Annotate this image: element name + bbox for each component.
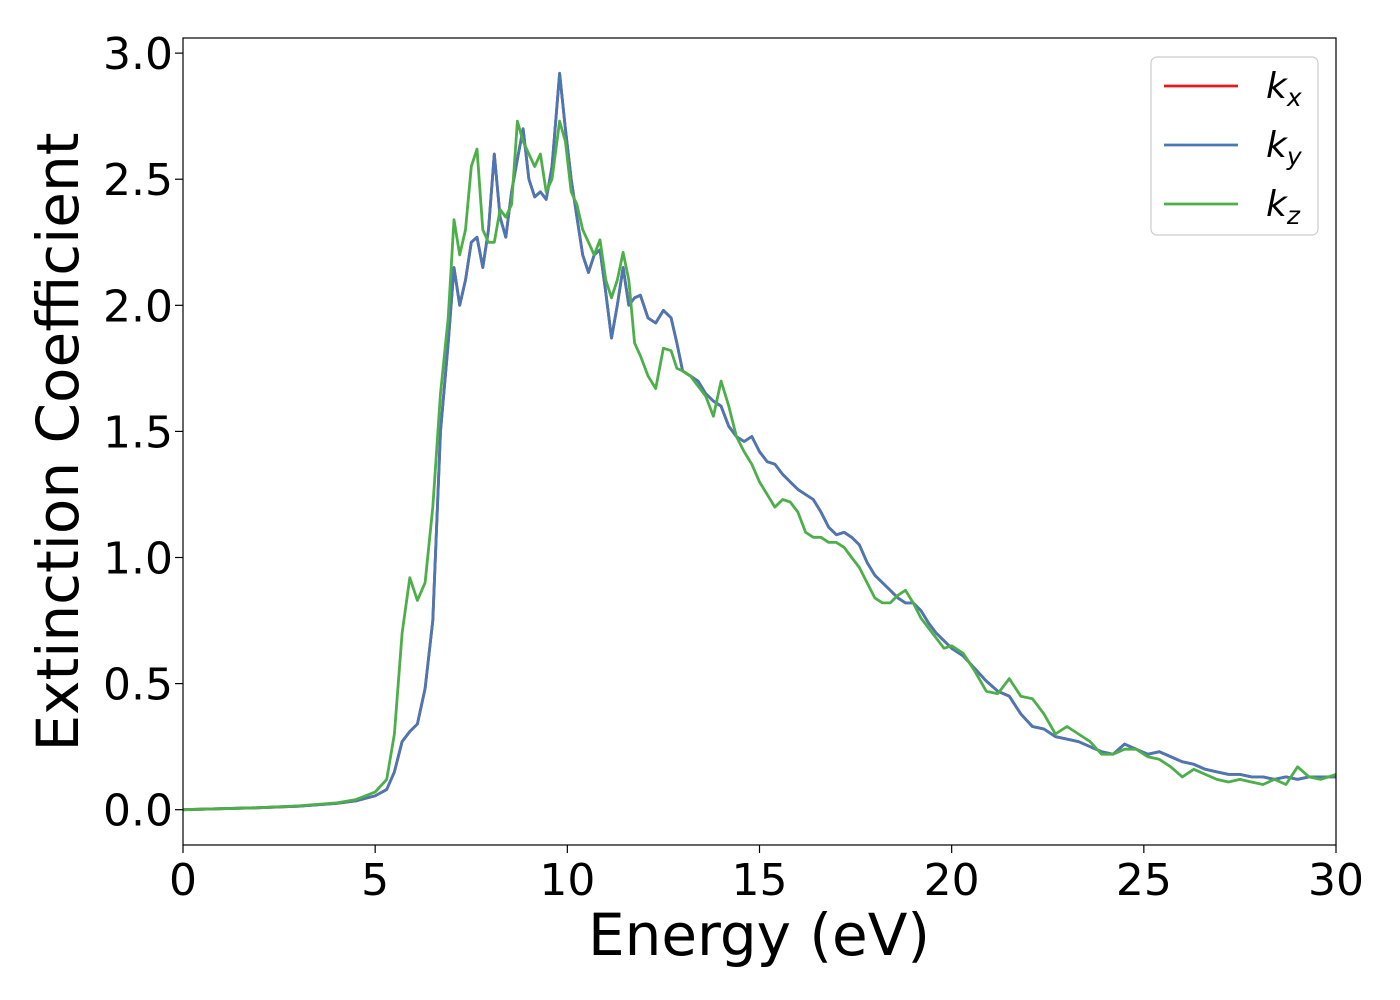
y-tick-label: 3.0 xyxy=(103,29,173,80)
x-tick-label: 0 xyxy=(169,855,197,906)
x-tick-label: 30 xyxy=(1308,855,1364,906)
x-tick-label: 5 xyxy=(361,855,389,906)
x-tick-label: 25 xyxy=(1116,855,1172,906)
x-tick-label: 15 xyxy=(732,855,788,906)
legend-item-kx: kx xyxy=(1164,66,1302,112)
x-axis: 0 5 10 15 20 25 30 xyxy=(169,845,1364,906)
y-tick-label: 2.0 xyxy=(103,281,173,332)
x-tick-label: 20 xyxy=(924,855,980,906)
legend-item-kz: kz xyxy=(1164,184,1301,230)
y-tick-label: 1.0 xyxy=(103,534,173,585)
x-axis-title: Energy (eV) xyxy=(588,901,930,969)
legend-label: ky xyxy=(1266,125,1303,171)
y-tick-label: 0.5 xyxy=(103,660,173,711)
y-axis-title: Extinction Coefficient xyxy=(24,133,92,752)
legend-label: kz xyxy=(1266,184,1301,230)
series-lines xyxy=(183,71,1336,812)
y-tick-label: 2.5 xyxy=(103,155,173,206)
y-axis: 0.0 0.5 1.0 1.5 2.0 2.5 3.0 xyxy=(103,29,183,837)
plot-area xyxy=(182,37,1337,846)
legend-item-ky: ky xyxy=(1164,125,1303,171)
legend-label: kx xyxy=(1266,66,1302,112)
series-line-kz xyxy=(183,119,1336,812)
x-tick-label: 10 xyxy=(539,855,595,906)
legend: kx ky kz xyxy=(1150,56,1319,236)
y-tick-label: 1.5 xyxy=(103,407,173,458)
y-tick-label: 0.0 xyxy=(103,786,173,837)
